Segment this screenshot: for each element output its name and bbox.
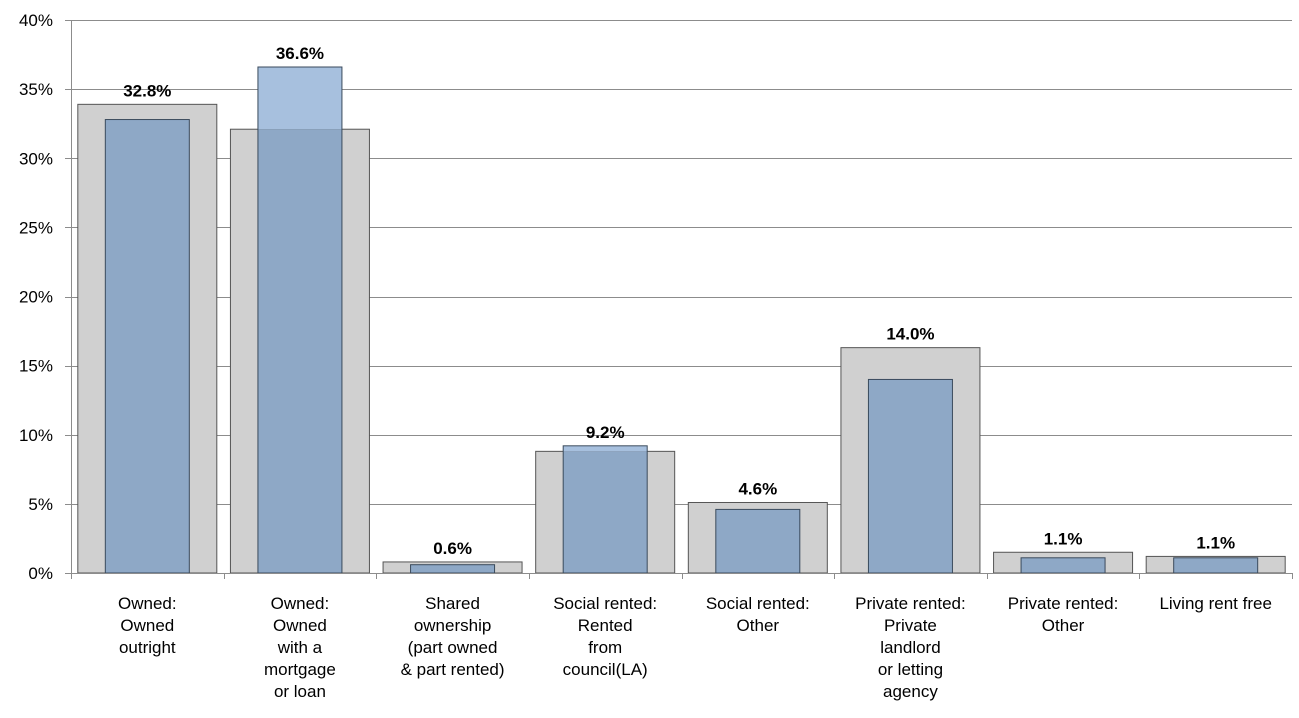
data-labels: 32.8% 36.6% 0.6% 9.2% 4.6% 14.0% 1.1% 1.1% [123, 44, 1235, 558]
x-category-label-line: Social rented: [553, 594, 657, 613]
x-category-label-line: Private [884, 616, 937, 635]
x-category-label: Private rented: Private landlord or letting… [855, 594, 966, 701]
foreground-bar-overlap [257, 129, 342, 573]
data-label: 32.8% [123, 81, 171, 100]
x-category-label: Private rented: Other [1008, 594, 1119, 635]
x-category-label-line: & part rented) [401, 660, 505, 679]
x-category-label-line: council(LA) [563, 660, 648, 679]
x-category-label: Owned: Owned outright [118, 594, 177, 657]
x-category-label-line: landlord [880, 638, 941, 657]
x-category-label-line: Private rented: [855, 594, 966, 613]
data-label: 1.1% [1044, 529, 1083, 548]
foreground-bar-fill [868, 379, 953, 573]
x-category-label-line: Social rented: [706, 594, 810, 613]
y-tick-labels: 0% 5% 10% 15% 20% 25% 30% 35% 40% [19, 11, 53, 583]
data-label: 9.2% [586, 423, 625, 442]
data-label: 1.1% [1196, 533, 1235, 552]
data-label: 4.6% [738, 479, 777, 498]
y-tick-label: 0% [28, 564, 53, 583]
x-category-label-line: ownership [414, 616, 492, 635]
x-category-label-line: Other [737, 616, 780, 635]
x-category-label-line: Rented [578, 616, 633, 635]
y-tick-label: 10% [19, 426, 53, 445]
foreground-bars [104, 66, 1259, 574]
y-tick-label: 20% [19, 288, 53, 307]
y-tick-label: 25% [19, 218, 53, 237]
y-tick-label: 15% [19, 357, 53, 376]
x-category-label-line: Shared [425, 594, 480, 613]
data-label: 36.6% [276, 44, 324, 63]
x-category-label-line: Owned: [271, 594, 330, 613]
foreground-bar-overlap [563, 451, 648, 573]
x-category-label-line: Living rent free [1159, 594, 1271, 613]
y-tick-label: 40% [19, 11, 53, 30]
foreground-bar-fill [105, 119, 190, 573]
y-tick-label: 35% [19, 80, 53, 99]
x-category-label-line: (part owned [408, 638, 498, 657]
x-category-label-line: Owned [273, 616, 327, 635]
x-category-label-line: outright [119, 638, 176, 657]
x-category-label: Living rent free [1159, 594, 1271, 613]
x-category-label-line: or letting [878, 660, 943, 679]
foreground-bar-excess [563, 445, 648, 452]
foreground-bar-fill [410, 564, 495, 573]
x-category-label: Owned: Owned with a mortgage or loan [264, 594, 336, 701]
x-category-label-line: mortgage [264, 660, 336, 679]
foreground-bar-fill [1173, 557, 1258, 573]
x-category-label-line: from [588, 638, 622, 657]
x-category-label: Social rented: Other [706, 594, 810, 635]
x-category-labels: Owned: Owned outright Owned: Owned with a mort… [118, 594, 1272, 701]
x-category-label-line: Owned: [118, 594, 177, 613]
axes [65, 20, 1293, 579]
x-category-label-line: Other [1042, 616, 1085, 635]
foreground-bar-excess [257, 67, 342, 130]
x-category-label: Shared ownership (part owned & part rented) [401, 594, 505, 679]
data-label: 0.6% [433, 539, 472, 558]
x-category-label-line: or loan [274, 682, 326, 701]
x-category-label-line: Owned [120, 616, 174, 635]
x-category-label: Social rented: Rented from council(LA) [553, 594, 657, 679]
foreground-bar-fill [1021, 557, 1106, 573]
x-category-label-line: agency [883, 682, 938, 701]
x-category-label-line: Private rented: [1008, 594, 1119, 613]
foreground-bar-fill [715, 509, 800, 573]
x-category-label-line: with a [277, 638, 323, 657]
y-tick-label: 5% [28, 495, 53, 514]
y-tick-label: 30% [19, 149, 53, 168]
data-label: 14.0% [886, 325, 934, 344]
